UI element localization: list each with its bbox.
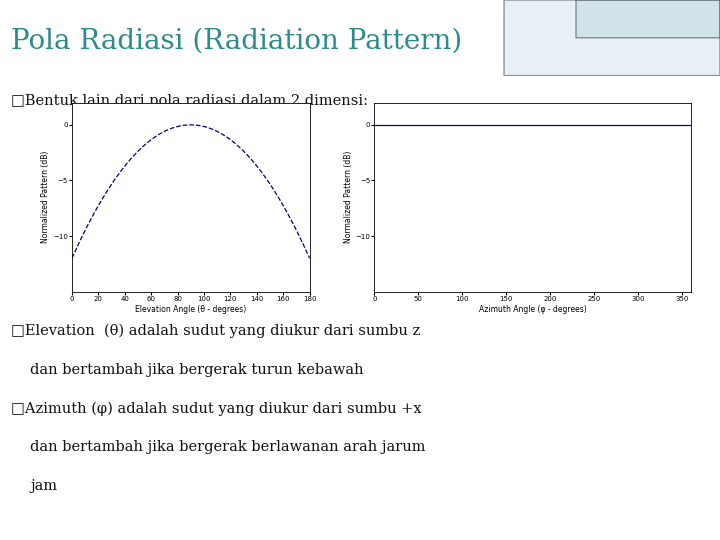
X-axis label: Azimuth Angle (φ - degrees): Azimuth Angle (φ - degrees) bbox=[479, 305, 587, 314]
FancyBboxPatch shape bbox=[576, 0, 720, 38]
FancyBboxPatch shape bbox=[504, 0, 720, 76]
Text: □Azimuth (φ) adalah sudut yang diukur dari sumbu +x: □Azimuth (φ) adalah sudut yang diukur da… bbox=[11, 401, 421, 416]
Text: dan bertambah jika bergerak turun kebawah: dan bertambah jika bergerak turun kebawa… bbox=[30, 363, 364, 377]
Y-axis label: Normalized Pattern (dB): Normalized Pattern (dB) bbox=[41, 151, 50, 244]
Text: □Elevation  (θ) adalah sudut yang diukur dari sumbu z: □Elevation (θ) adalah sudut yang diukur … bbox=[11, 323, 420, 338]
Text: jam: jam bbox=[30, 480, 58, 494]
Text: Pola Radiasi (Radiation Pattern): Pola Radiasi (Radiation Pattern) bbox=[11, 28, 462, 55]
Text: □Bentuk lain dari pola radiasi dalam 2 dimensi:: □Bentuk lain dari pola radiasi dalam 2 d… bbox=[11, 94, 368, 108]
X-axis label: Elevation Angle (θ - degrees): Elevation Angle (θ - degrees) bbox=[135, 305, 246, 314]
Text: dan bertambah jika bergerak berlawanan arah jarum: dan bertambah jika bergerak berlawanan a… bbox=[30, 441, 426, 455]
Y-axis label: Normalized Pattern (dB): Normalized Pattern (dB) bbox=[343, 151, 353, 244]
